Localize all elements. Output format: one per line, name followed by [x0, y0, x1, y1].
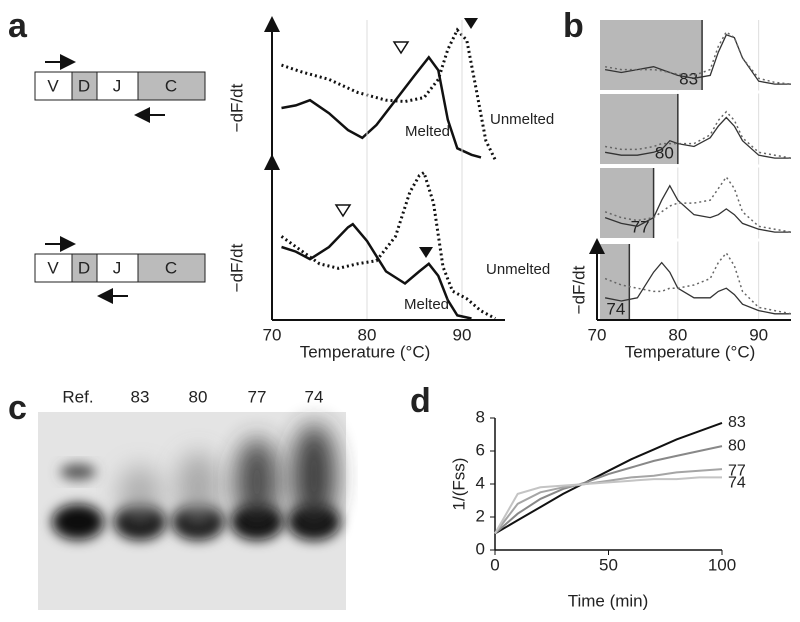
x-tick-label: 70: [588, 325, 607, 344]
data-line: [494, 421, 723, 535]
y-tick-label: 2: [476, 506, 485, 525]
threshold-label: 74: [606, 299, 625, 318]
series-label: 83: [728, 414, 746, 431]
data-line: [604, 184, 791, 233]
x-axis-label: Temperature (°C): [300, 342, 431, 361]
data-line: [604, 261, 791, 315]
y-tick-label: 4: [476, 473, 485, 492]
panel-label: c: [8, 389, 27, 427]
segment: C: [165, 258, 177, 277]
gel-band: [60, 464, 96, 480]
panel-label: b: [563, 7, 584, 45]
data-line: [604, 175, 792, 233]
segment: J: [113, 258, 122, 277]
x-tick-label: 80: [358, 325, 377, 344]
gel-smear: [118, 466, 162, 522]
series-label: Unmelted: [490, 111, 554, 128]
series-label: Melted: [405, 123, 450, 140]
series-label: Unmelted: [486, 261, 550, 278]
data-line: [604, 251, 792, 315]
x-tick-label: 50: [599, 555, 618, 574]
x-axis-label: Time (min): [568, 591, 649, 610]
peak-marker: [392, 41, 410, 55]
y-axis-label: −dF/dt: [227, 83, 246, 132]
data-line: [494, 445, 723, 535]
series-label: 80: [728, 437, 746, 454]
data-line: [281, 27, 497, 161]
data-line: [494, 468, 723, 535]
data-line: [281, 222, 472, 320]
x-tick-label: 70: [263, 325, 282, 344]
panel-label: a: [8, 7, 28, 45]
series-label: 74: [728, 475, 746, 492]
threshold-label: 83: [679, 69, 698, 88]
segment: C: [165, 76, 177, 95]
panel-label: d: [410, 382, 431, 420]
lane-label: 74: [305, 387, 324, 406]
y-tick-label: 6: [476, 440, 485, 459]
x-axis-label: Temperature (°C): [625, 342, 756, 361]
segment: D: [78, 258, 90, 277]
x-tick-label: 100: [708, 555, 736, 574]
y-tick-label: 8: [476, 407, 485, 426]
x-tick-label: 90: [749, 325, 768, 344]
y-axis-label: −dF/dt: [569, 265, 588, 314]
series-label: Melted: [404, 296, 449, 313]
data-line: [494, 476, 722, 534]
shaded-region: [600, 168, 654, 238]
data-line: [280, 170, 497, 320]
x-tick-label: 0: [490, 555, 499, 574]
lane-label: 80: [189, 387, 208, 406]
data-line: [604, 110, 792, 159]
peak-marker: [334, 204, 352, 218]
y-tick-label: 0: [476, 539, 485, 558]
x-tick-label: 90: [453, 325, 472, 344]
lane-label: 77: [248, 387, 267, 406]
lane-label: Ref.: [62, 387, 93, 406]
peak-marker: [464, 18, 478, 29]
peak-marker: [419, 247, 433, 258]
schematic-top: V D J C: [34, 54, 206, 123]
y-axis-label: −dF/dt: [227, 243, 246, 292]
schematic-bottom: V D J C: [34, 236, 206, 304]
shaded-region: [600, 20, 703, 90]
data-line: [604, 33, 791, 85]
gel-smear: [176, 452, 220, 524]
y-axis-label: 1/(Fss): [449, 458, 468, 511]
shaded-region: [600, 94, 678, 164]
lane-label: 83: [131, 387, 150, 406]
data-line: [281, 55, 482, 159]
segment: D: [78, 76, 90, 95]
data-line: [604, 30, 792, 85]
gel-smear: [235, 438, 279, 526]
segment: V: [47, 258, 59, 277]
x-tick-label: 80: [668, 325, 687, 344]
threshold-label: 80: [655, 143, 674, 162]
gel-smear: [292, 424, 336, 528]
gel-band: [52, 504, 104, 540]
data-line: [604, 116, 791, 159]
segment: J: [113, 76, 122, 95]
series-label: 77: [728, 462, 746, 479]
segment: V: [47, 76, 59, 95]
gel: c: [8, 389, 346, 610]
